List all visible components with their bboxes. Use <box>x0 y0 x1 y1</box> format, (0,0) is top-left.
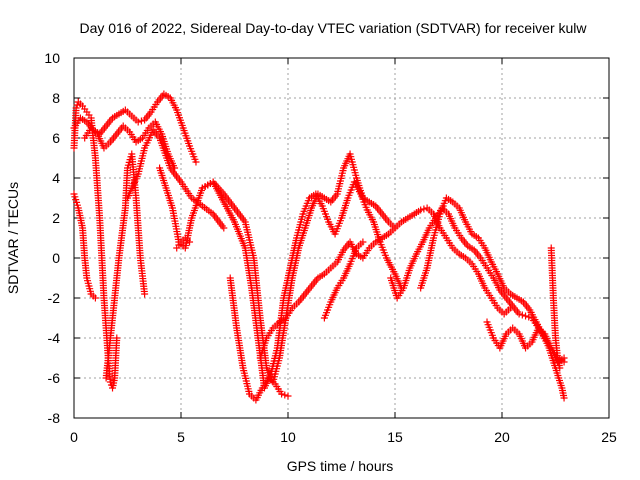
x-tick-label: 10 <box>280 429 296 445</box>
data-point <box>518 311 526 319</box>
data-point <box>220 224 228 232</box>
y-tick-label: 8 <box>52 90 60 106</box>
data-point <box>113 334 121 342</box>
series-track <box>173 234 194 252</box>
series-track <box>226 274 292 404</box>
series-track <box>102 150 149 382</box>
y-tick-label: 6 <box>52 130 60 146</box>
y-tick-label: 0 <box>52 250 60 266</box>
series-track <box>70 90 200 166</box>
y-axis-label: SDTVAR / TECUs <box>5 182 21 294</box>
data-points <box>70 90 568 404</box>
x-tick-label: 0 <box>70 429 78 445</box>
data-point <box>560 394 568 402</box>
x-tick-label: 5 <box>177 429 185 445</box>
chart-title: Day 016 of 2022, Sidereal Day-to-day VTE… <box>79 20 587 36</box>
data-point <box>359 238 367 246</box>
data-point <box>91 294 99 302</box>
x-tick-label: 25 <box>601 429 617 445</box>
data-point <box>137 117 145 125</box>
data-point <box>141 290 149 298</box>
series-track <box>256 204 515 362</box>
data-point <box>284 392 292 400</box>
series-track <box>547 244 564 372</box>
data-point <box>560 354 568 362</box>
data-point <box>420 205 428 213</box>
y-tick-label: 4 <box>52 170 60 186</box>
y-tick-label: -2 <box>48 290 61 306</box>
data-point <box>73 101 81 109</box>
plot-border <box>73 57 610 419</box>
y-tick-label: 10 <box>44 50 60 66</box>
y-tick-label: -6 <box>48 370 61 386</box>
series-track <box>198 178 405 392</box>
y-tick-label: -8 <box>48 410 61 426</box>
x-axis-label: GPS time / hours <box>287 458 394 474</box>
plot-frame <box>73 57 610 419</box>
data-point <box>278 390 286 398</box>
x-tick-label: 15 <box>387 429 403 445</box>
data-point <box>522 312 530 320</box>
y-tick-label: 2 <box>52 210 60 226</box>
data-point <box>134 118 142 126</box>
data-point <box>556 364 564 372</box>
series-track <box>70 190 99 302</box>
y-tick-label: -4 <box>48 330 61 346</box>
x-tick-label: 20 <box>494 429 510 445</box>
data-point <box>186 238 194 246</box>
data-point <box>417 206 425 214</box>
axis-ticks: 0 5 10 15 20 25 -8 -6 -4 -2 0 2 4 6 8 10 <box>44 50 617 445</box>
data-point <box>281 391 289 399</box>
series-track <box>417 194 568 402</box>
series-track <box>320 238 367 322</box>
data-point <box>515 310 523 318</box>
data-point <box>72 104 80 112</box>
data-point <box>192 158 200 166</box>
